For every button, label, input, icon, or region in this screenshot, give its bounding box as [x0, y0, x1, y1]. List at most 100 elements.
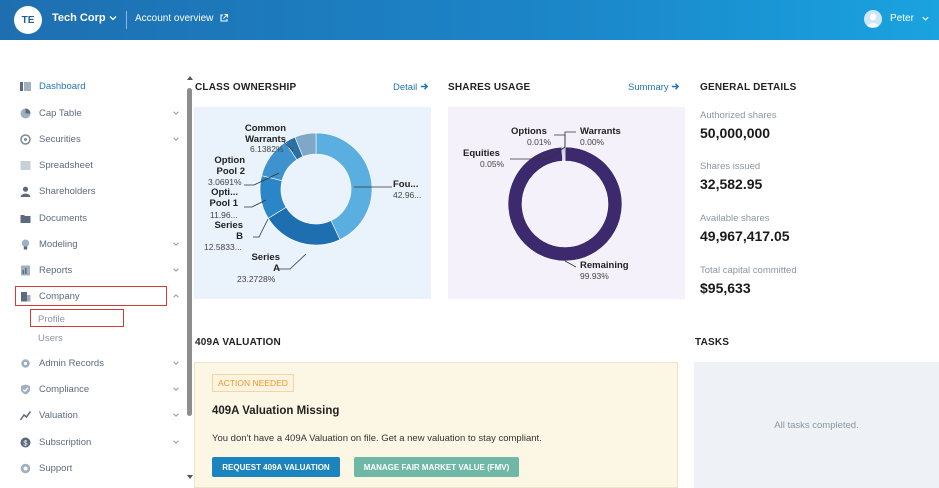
authorized-shares-value: 50,000,000: [700, 125, 771, 141]
manage-fmv-button[interactable]: MANAGE FAIR MARKET VALUE (FMV): [354, 457, 519, 477]
sidebar-item-label: Documents: [39, 212, 88, 224]
request-409a-button[interactable]: REQUEST 409A VALUATION: [212, 457, 340, 477]
detail-link[interactable]: Detail: [393, 82, 429, 93]
chevron-down-icon: [173, 137, 179, 141]
chevron-down-icon: [173, 111, 179, 115]
donut-slice-fou[interactable]: [315, 132, 373, 241]
shares-issued-value: 32,582.95: [700, 176, 763, 192]
sidebar-item-support[interactable]: Support: [20, 458, 180, 478]
slice-label-warrants: Warrants: [580, 126, 621, 137]
report-icon: [21, 265, 30, 275]
authorized-shares-label: Authorized shares: [700, 110, 777, 121]
sidebar-item-dashboard[interactable]: Dashboard: [20, 76, 180, 96]
slice-label-option-pool-1: Opti... Pool 1: [209, 187, 238, 209]
scroll-up-arrow[interactable]: [186, 74, 194, 82]
summary-link[interactable]: Summary: [628, 82, 680, 93]
chevron-down-icon: [173, 440, 179, 444]
action-needed-badge: ACTION NEEDED: [212, 374, 294, 392]
class-ownership-title: CLASS OWNERSHIP: [195, 82, 297, 93]
general-details-title: GENERAL DETAILS: [700, 82, 797, 93]
gear-icon: [21, 358, 30, 368]
total-capital-label: Total capital committed: [700, 265, 797, 276]
sidebar-item-label: Admin Records: [39, 357, 104, 369]
sidebar-item-reports[interactable]: Reports: [20, 260, 180, 280]
sidebar-item-label: Support: [39, 462, 73, 474]
leader-lines: [510, 131, 577, 268]
sidebar-item-valuation[interactable]: Valuation: [20, 405, 180, 425]
donut-slice-series-a[interactable]: [267, 206, 341, 246]
shares-usage-donut: [507, 131, 623, 268]
slice-value-remaining: 99.93%: [580, 271, 609, 281]
sidebar-item-compliance[interactable]: Compliance: [20, 379, 180, 399]
sidebar-subitem-users[interactable]: Users: [38, 333, 63, 344]
check-shield-icon: [21, 384, 30, 394]
external-link-icon[interactable]: [219, 13, 229, 23]
shares-issued-label: Shares issued: [700, 161, 761, 172]
tasks-card: [694, 362, 939, 488]
donut-slice-warrants[interactable]: [563, 146, 566, 162]
sidebar-item-label: Spreadsheet: [39, 159, 93, 171]
donut-slice-common-warrants[interactable]: [294, 132, 317, 157]
summary-link-label: Summary: [628, 82, 669, 93]
scroll-down-arrow[interactable]: [186, 473, 194, 481]
user-avatar[interactable]: [864, 10, 882, 28]
slice-label-founders: Fou...: [393, 179, 419, 190]
user-name[interactable]: Peter: [890, 13, 914, 24]
sidebar-item-cap-table[interactable]: Cap Table: [20, 103, 180, 123]
sidebar-item-spreadsheet[interactable]: Spreadsheet: [20, 155, 180, 175]
chart-icon: [20, 410, 31, 420]
dashboard-icon: [20, 81, 31, 91]
slice-value-common-warrants: 6.1382%: [250, 144, 284, 154]
chevron-up-icon: [173, 294, 179, 298]
pie-chart-icon: [20, 108, 31, 118]
sidebar-item-shareholders[interactable]: Shareholders: [20, 181, 180, 201]
bulb-icon: [21, 239, 30, 249]
available-shares-label: Available shares: [700, 213, 770, 224]
company-name[interactable]: Tech Corp: [52, 12, 106, 24]
top-bar: TE Tech Corp Account overview Peter: [0, 0, 939, 40]
sidebar-item-subscription[interactable]: $ Subscription: [20, 432, 180, 452]
sidebar-item-label: Cap Table: [39, 107, 82, 119]
donut-slice-remaining[interactable]: [507, 146, 623, 262]
sidebar-item-label: Reports: [39, 264, 73, 276]
sidebar-item-admin-records[interactable]: Admin Records: [20, 353, 180, 373]
slice-label-option-pool-2: Option Pool 2: [214, 155, 245, 177]
slice-label-remaining: Remaining: [580, 260, 629, 271]
sidebar-item-modeling[interactable]: Modeling: [20, 234, 180, 254]
slice-value-series-b: 12.5833...: [204, 242, 242, 252]
sidebar-item-securities[interactable]: Securities: [20, 129, 180, 149]
sidebar-item-documents[interactable]: Documents: [20, 208, 180, 228]
slice-value-equities: 0.05%: [480, 159, 505, 169]
highlight-box: [30, 309, 124, 327]
person-icon: [20, 186, 31, 197]
chevron-down-icon: [173, 387, 179, 391]
sidebar-item-label: Valuation: [39, 409, 78, 421]
slice-value-series-a: 23.2728%: [237, 274, 276, 284]
slice-label-options: Options: [511, 126, 547, 137]
sidebar-item-label: Dashboard: [39, 80, 86, 92]
sidebar-item-label: Company: [39, 290, 80, 302]
slice-value-options: 0.01%: [527, 137, 552, 147]
svg-text:$: $: [23, 438, 28, 447]
chevron-down-icon: [173, 268, 179, 272]
sidebar-subitem-profile[interactable]: Profile: [38, 314, 65, 325]
chevron-down-icon: [173, 361, 179, 365]
highlight-box: [15, 286, 167, 306]
company-avatar[interactable]: TE: [14, 6, 42, 34]
dollar-icon: $: [20, 437, 31, 447]
scrollbar-thumb[interactable]: [187, 88, 192, 416]
arrow-right-icon: [420, 83, 429, 90]
shares-usage-title: SHARES USAGE: [448, 82, 531, 93]
securities-icon: [20, 133, 31, 145]
account-overview-link[interactable]: Account overview: [135, 13, 214, 24]
chevron-down-icon: [173, 413, 179, 417]
total-capital-value: $95,633: [700, 280, 751, 296]
sidebar-item-company[interactable]: Company: [20, 286, 180, 306]
chevron-down-icon[interactable]: [921, 14, 930, 23]
chevron-down-icon[interactable]: [108, 13, 118, 23]
sidebar-item-label: Shareholders: [39, 185, 96, 197]
class-ownership-donut: [244, 132, 392, 270]
building-icon: [21, 291, 31, 301]
sidebar-item-label: Modeling: [39, 238, 78, 250]
leader-lines: [244, 141, 392, 270]
